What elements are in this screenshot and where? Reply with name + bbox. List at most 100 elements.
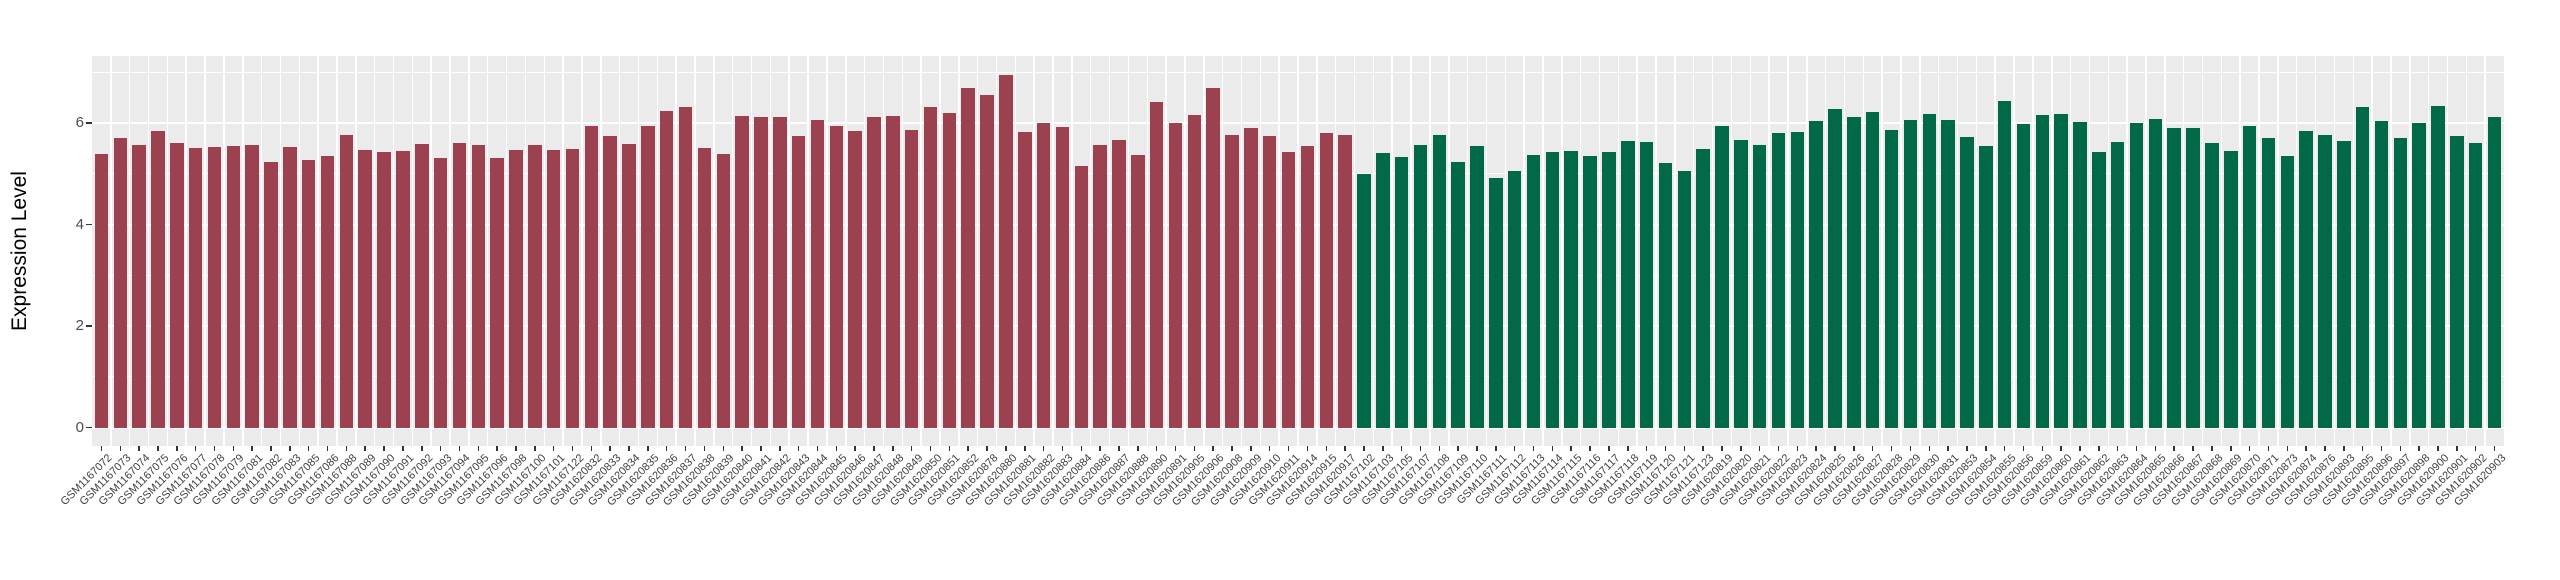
bar (1413, 144, 1428, 428)
gridline-vertical (2088, 56, 2091, 446)
gridline-vertical (279, 56, 282, 446)
gridline-vertical (1768, 56, 1770, 446)
bar (2148, 118, 2163, 428)
bar (1583, 155, 1597, 428)
gridline-vertical (581, 56, 583, 446)
gridline-vertical (750, 56, 753, 446)
gridline-vertical (1089, 56, 1092, 446)
x-axis-tick-mark (1099, 446, 1101, 451)
bar (2487, 117, 2502, 428)
gridline-vertical (1259, 56, 1262, 446)
bar (1376, 152, 1390, 428)
gridline-vertical (1278, 56, 1280, 446)
x-axis-tick-mark (1250, 446, 1252, 451)
x-axis-tick-mark (665, 446, 668, 451)
x-axis-tick-mark (213, 446, 216, 451)
x-axis-tick-mark (2474, 446, 2477, 451)
bar (283, 146, 297, 428)
gridline-vertical (1806, 56, 1808, 446)
bar (622, 143, 636, 428)
x-axis-tick-mark (722, 446, 725, 451)
gridline-vertical (2164, 56, 2166, 446)
x-axis-tick-mark (1777, 446, 1780, 451)
x-axis-tick-mark (703, 446, 706, 451)
gridline-vertical (2013, 56, 2015, 446)
bar (2280, 155, 2295, 428)
x-axis-tick-mark (1758, 446, 1761, 451)
bar (1357, 174, 1371, 428)
gridline-vertical (1052, 56, 1054, 446)
bar (2412, 122, 2426, 428)
bar (1809, 120, 1823, 428)
bar (584, 125, 599, 428)
bar (1564, 151, 1578, 428)
gridline-vertical (2409, 56, 2411, 446)
bar (2073, 121, 2087, 428)
gridline-vertical (1730, 56, 1733, 446)
x-axis-tick-mark (2060, 446, 2062, 451)
x-axis-tick-mark (1457, 446, 1459, 451)
gridline-vertical (1598, 56, 1601, 446)
gridline-vertical (637, 56, 640, 446)
x-axis-tick-mark (2286, 446, 2289, 451)
bar (1131, 154, 1145, 428)
gridline-vertical (656, 56, 659, 446)
y-axis-tick-mark (86, 325, 92, 327)
x-axis-tick-mark (910, 446, 913, 451)
y-axis-tick-label: 6 (75, 113, 84, 131)
bar (1941, 119, 1955, 428)
x-axis-tick-mark (364, 446, 366, 451)
bar (1507, 170, 1522, 428)
bar (2450, 135, 2464, 428)
bar (2355, 106, 2370, 428)
bar (2054, 114, 2068, 428)
gridline-vertical (1655, 56, 1657, 446)
gridline-vertical (826, 56, 828, 446)
bar (1451, 161, 1465, 428)
x-axis-tick-mark (1890, 446, 1893, 451)
x-axis-tick-mark (1174, 446, 1177, 451)
bar (659, 110, 674, 428)
x-axis-tick-mark (1024, 446, 1026, 451)
x-axis-tick-mark (307, 446, 310, 451)
bar (697, 147, 712, 428)
bar (961, 87, 975, 428)
x-axis-tick-mark (2456, 446, 2458, 451)
x-axis-tick-mark (1608, 446, 1610, 451)
bar (735, 115, 749, 428)
bar (339, 135, 354, 428)
gridline-vertical (1787, 56, 1789, 446)
gridline-vertical (1221, 56, 1224, 446)
bar (1244, 127, 1258, 428)
gridline-vertical (336, 56, 338, 446)
gridline-vertical (430, 56, 432, 446)
y-axis-tick-mark (86, 122, 92, 124)
gridline-vertical (2182, 56, 2185, 446)
x-axis-tick-mark (1268, 446, 1271, 451)
gridline-vertical (1316, 56, 1318, 446)
x-axis-tick-mark (232, 446, 235, 451)
bar (2205, 143, 2219, 428)
bar (2092, 152, 2106, 428)
gridline-vertical (505, 56, 508, 446)
gridline-vertical (2201, 56, 2204, 446)
bar (1281, 152, 1296, 428)
bar (396, 150, 410, 428)
x-axis-tick-mark (1928, 446, 1931, 451)
gridline-vertical (976, 56, 979, 446)
x-axis-tick-mark (1985, 446, 1987, 451)
bar (641, 126, 655, 428)
x-axis-tick-mark (571, 446, 574, 451)
gridline-vertical (1881, 56, 1883, 446)
gridline-vertical (1127, 56, 1130, 446)
gridline-vertical (1824, 56, 1827, 446)
gridline-vertical (1033, 56, 1035, 446)
x-axis-tick-mark (1834, 446, 1836, 451)
bar (320, 156, 335, 428)
bar (113, 137, 128, 428)
x-axis-tick-mark (383, 446, 385, 451)
gridline-vertical (1994, 56, 1996, 446)
gridline-vertical (1334, 56, 1337, 446)
bar (1677, 170, 1692, 428)
bar (264, 161, 278, 428)
